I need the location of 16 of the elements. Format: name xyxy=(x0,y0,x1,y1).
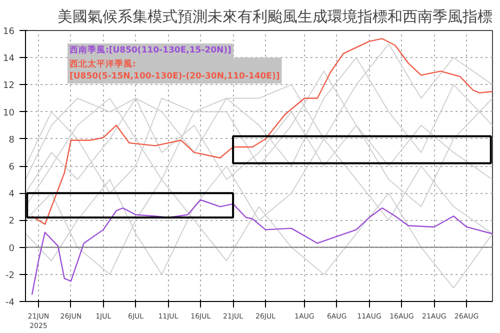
chart-title: 美國氣候系集模式預測未來有利颱風生成環境指標和西南季風指標 xyxy=(58,8,492,26)
y-tick-label: 16 xyxy=(3,27,15,37)
line-series xyxy=(31,199,492,296)
y-tick-label: 0 xyxy=(8,244,15,254)
y-tick-label: -2 xyxy=(6,270,15,281)
y-tick-label: 2 xyxy=(8,216,15,227)
y-tick-label: 12 xyxy=(3,81,14,92)
text: 西南季風:[U850(110-130E,15-20N)] xyxy=(68,44,232,56)
y-tick-label: 8 xyxy=(8,135,15,146)
text: 西北太平洋季風: [U850(5-15N,100-130E)-(20-30N,110-140E)] xyxy=(68,58,280,82)
y-tick-label: 6 xyxy=(8,162,15,172)
y-tick-label: -4 xyxy=(6,298,15,308)
line-series xyxy=(31,38,492,225)
y-tick-label: 14 xyxy=(3,54,15,64)
y-tick-label: 4 xyxy=(8,190,15,200)
y-tick-label: 10 xyxy=(3,108,15,118)
